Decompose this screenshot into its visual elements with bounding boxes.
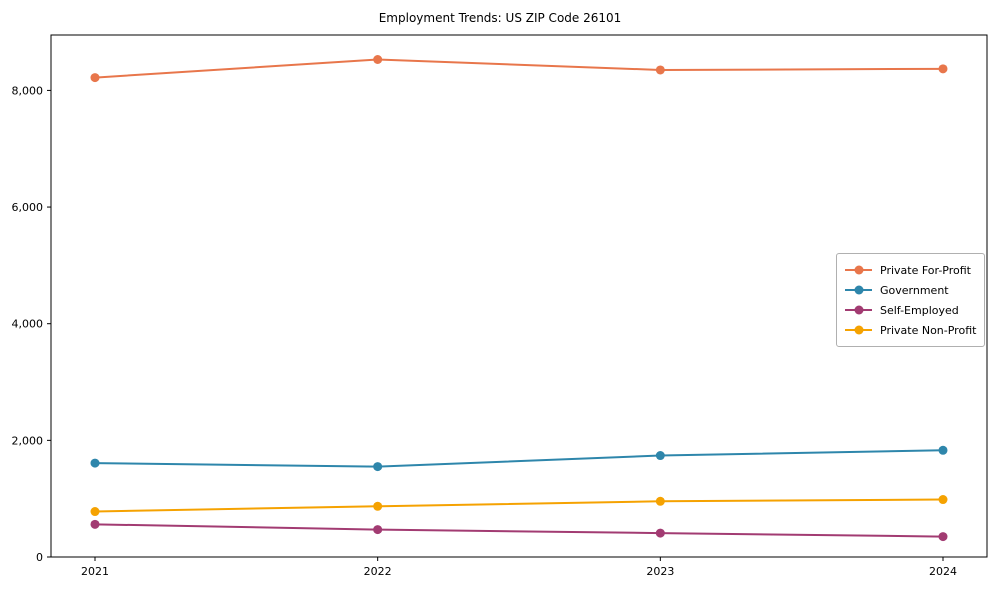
legend-label: Government: [880, 283, 949, 297]
data-point: [90, 73, 100, 83]
legend-label: Private For-Profit: [880, 263, 971, 277]
x-tick-label: 2023: [646, 565, 674, 578]
data-point: [373, 501, 383, 511]
legend-line-marker-icon: [845, 285, 872, 295]
legend-line-marker-icon: [845, 265, 872, 275]
y-tick-label: 6,000: [12, 201, 44, 214]
y-tick-label: 4,000: [12, 318, 44, 331]
plot-spines: [50, 34, 988, 558]
data-point: [938, 495, 948, 505]
series-line: [94, 58, 944, 79]
y-tick-label: 8,000: [12, 84, 44, 97]
data-point: [373, 462, 383, 472]
series-line: [94, 498, 944, 513]
data-point: [938, 532, 948, 542]
data-point: [655, 451, 665, 461]
y-tick-label: 2,000: [12, 434, 44, 447]
data-point: [655, 496, 665, 506]
legend-item: Private For-Profit: [845, 260, 976, 280]
data-point: [90, 519, 100, 529]
data-point: [373, 525, 383, 535]
legend-label: Private Non-Profit: [880, 323, 977, 337]
series-line: [94, 449, 944, 468]
data-point: [373, 54, 383, 64]
x-tick-label: 2022: [364, 565, 392, 578]
data-point: [90, 507, 100, 517]
data-point: [938, 64, 948, 74]
y-tick-label: 0: [36, 551, 43, 564]
x-tick-label: 2024: [929, 565, 957, 578]
chart-title: Employment Trends: US ZIP Code 26101: [378, 11, 622, 25]
legend-item: Government: [845, 280, 976, 300]
legend-label: Self-Employed: [880, 303, 959, 317]
data-point: [90, 458, 100, 468]
data-point: [938, 445, 948, 455]
legend-line-marker-icon: [845, 305, 872, 315]
x-tick-label: 2021: [81, 565, 109, 578]
legend-item: Self-Employed: [845, 300, 976, 320]
legend-item: Private Non-Profit: [845, 320, 976, 340]
legend-line-marker-icon: [845, 325, 872, 335]
data-point: [655, 528, 665, 538]
series-line: [94, 523, 944, 538]
legend: Private For-Profit Government Self-Emplo…: [836, 253, 985, 347]
data-point: [655, 65, 665, 75]
